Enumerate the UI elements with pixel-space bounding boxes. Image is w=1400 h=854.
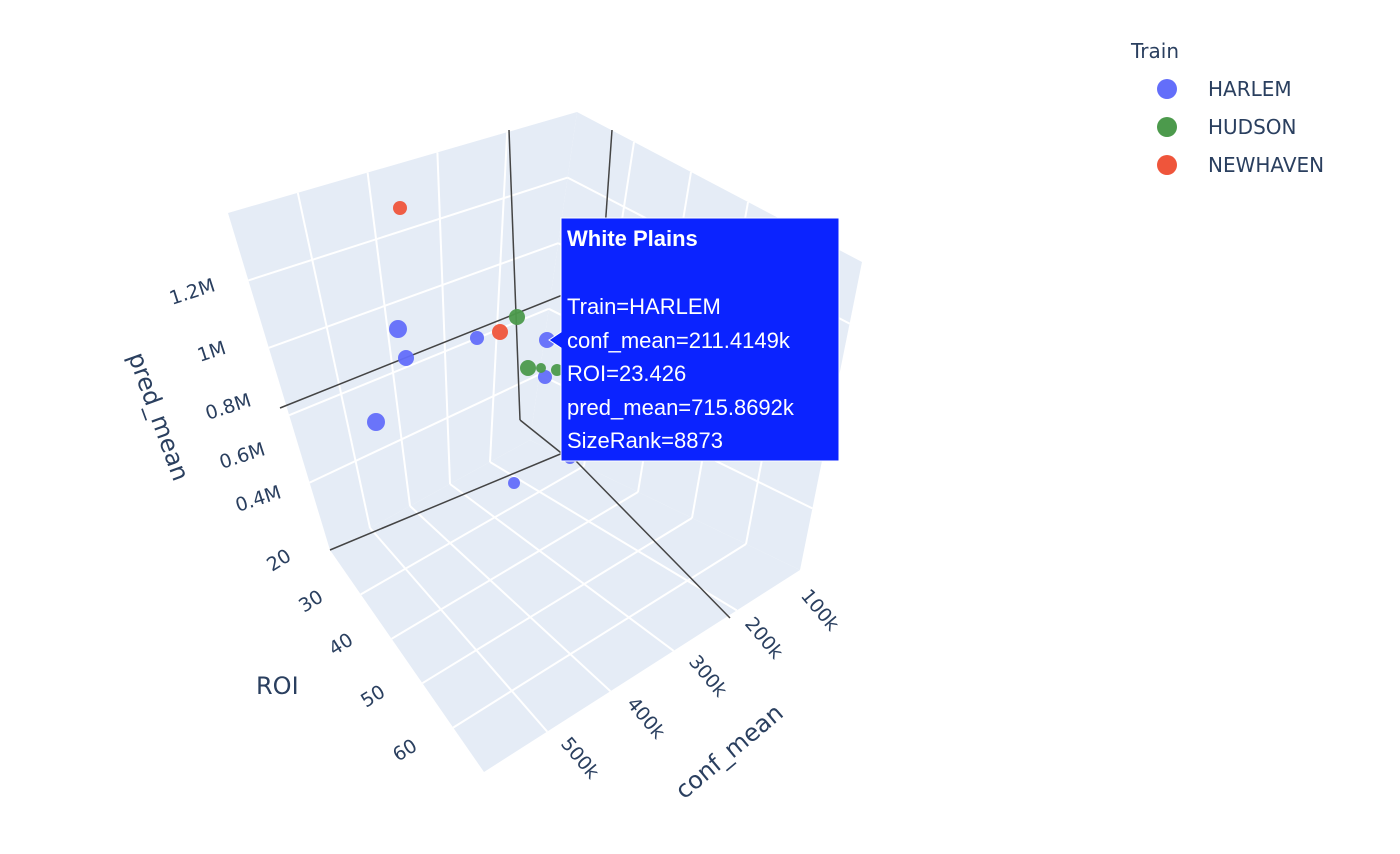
hover-line: pred_mean=715.8692k <box>567 395 795 420</box>
grid-line <box>309 373 540 484</box>
point-hudson-2[interactable] <box>520 360 536 376</box>
grid-line <box>489 461 738 612</box>
y-tick-label: 20 <box>263 545 295 576</box>
hover-title: White Plains <box>567 226 698 251</box>
z-tick-label: 0.6M <box>217 438 268 473</box>
legend-label-hudson: HUDSON <box>1208 115 1296 139</box>
point-harlem-2[interactable] <box>398 350 414 366</box>
grid-line <box>366 172 411 507</box>
hover-line: conf_mean=211.4149k <box>567 328 791 353</box>
point-newhaven-1[interactable] <box>393 201 407 215</box>
point-newhaven-2[interactable] <box>492 324 508 340</box>
y-tick-label: 50 <box>357 681 389 712</box>
point-harlem-7[interactable] <box>508 477 520 489</box>
x-tick-label: 400k <box>622 693 669 743</box>
legend-marker-harlem <box>1157 79 1177 99</box>
point-harlem-3[interactable] <box>367 413 385 431</box>
grid-line <box>268 242 559 349</box>
grid-line <box>296 192 371 529</box>
grid-line <box>489 132 509 463</box>
z-tick-label: 1.2M <box>167 274 218 309</box>
z-tick-label: 0.4M <box>233 481 284 516</box>
grid-line <box>421 517 693 685</box>
legend-item-harlem[interactable]: HARLEM <box>1157 77 1292 101</box>
grid-line <box>409 505 612 692</box>
point-harlem-1[interactable] <box>389 320 407 338</box>
grid-line <box>369 527 548 733</box>
y-tick-label: 30 <box>295 586 327 617</box>
point-hudson-4[interactable] <box>551 364 563 376</box>
legend-item-newhaven[interactable]: NEWHAVEN <box>1157 153 1324 177</box>
legend: Train HARLEM HUDSON NEWHAVEN <box>1130 39 1324 177</box>
hover-line: SizeRank=8873 <box>567 428 723 453</box>
legend-label-harlem: HARLEM <box>1208 77 1292 101</box>
point-harlem-4[interactable] <box>470 331 484 345</box>
x-axis-title: conf_mean <box>670 699 789 805</box>
legend-marker-hudson <box>1157 117 1177 137</box>
y-tick-label: 40 <box>325 629 357 660</box>
y-axis-title: ROI <box>256 672 299 700</box>
hover-line: Train=HARLEM <box>567 294 721 319</box>
x-tick-label: 100k <box>796 585 843 635</box>
grid-line <box>452 543 747 729</box>
grid-line <box>248 176 568 282</box>
grid-line <box>391 491 639 640</box>
grid-line <box>360 465 585 596</box>
z-tick-label: 0.8M <box>203 389 254 424</box>
hover-tooltip: White Plains Train=HARLEM conf_mean=211.… <box>548 217 840 462</box>
grid-line <box>449 483 675 652</box>
point-hudson-3[interactable] <box>536 363 546 373</box>
legend-item-hudson[interactable]: HUDSON <box>1157 115 1296 139</box>
hover-line: ROI=23.426 <box>567 361 686 386</box>
y-tick-label: 60 <box>389 735 421 766</box>
point-hudson-1[interactable] <box>509 309 525 325</box>
x-tick-label: 300k <box>684 651 731 701</box>
point-harlem-5[interactable] <box>539 332 555 348</box>
z-tick-label: 1M <box>195 337 229 367</box>
x-tick-label: 500k <box>556 733 603 783</box>
z-axis-title: pred_mean <box>122 348 194 484</box>
legend-label-newhaven: NEWHAVEN <box>1208 153 1324 177</box>
hover-tooltip-box <box>548 217 840 462</box>
x-tick-label: 200k <box>740 613 787 663</box>
grid-line <box>436 152 451 485</box>
legend-title: Train <box>1130 39 1179 63</box>
point-harlem-6[interactable] <box>538 370 552 384</box>
legend-marker-newhaven <box>1157 155 1177 175</box>
